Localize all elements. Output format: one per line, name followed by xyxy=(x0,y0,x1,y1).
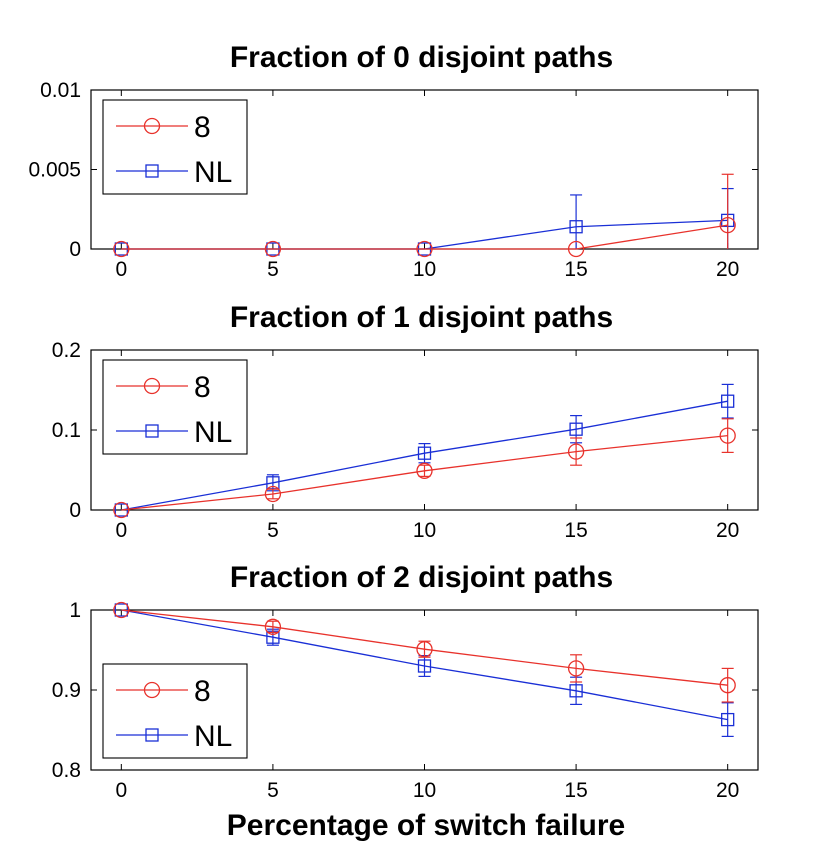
legend: 8 NL xyxy=(102,99,248,195)
subplot-1: Fraction of 1 disjoint paths 0 5 10 15 20 0 0.1… xyxy=(52,301,759,542)
legend: 8 NL xyxy=(102,663,248,759)
series-line xyxy=(121,224,728,250)
x-tick-label: 0 xyxy=(115,258,127,281)
y-tick-label: 0.8 xyxy=(52,759,81,782)
legend-label: NL xyxy=(194,156,232,189)
data-point xyxy=(569,422,583,436)
x-tick-label: 15 xyxy=(564,258,587,281)
legend-box xyxy=(102,359,248,455)
legend-marker xyxy=(145,424,159,438)
legend-marker xyxy=(143,377,161,395)
y-tick-label: 0.1 xyxy=(52,419,81,442)
y-tick-label: 0.005 xyxy=(28,159,81,182)
y-tick-label: 0.9 xyxy=(52,679,81,702)
data-point xyxy=(719,677,736,694)
x-tick-label: 0 xyxy=(115,519,127,542)
x-tick-label: 10 xyxy=(413,258,436,281)
legend-box xyxy=(102,663,248,759)
data-point xyxy=(567,240,585,258)
data-point xyxy=(721,712,735,727)
legend-marker xyxy=(145,728,159,742)
data-point xyxy=(416,240,433,258)
data-point xyxy=(416,462,433,479)
x-tick-label: 0 xyxy=(115,779,127,802)
x-tick-label: 15 xyxy=(564,779,587,802)
data-point xyxy=(417,659,432,673)
x-tick-label: 10 xyxy=(413,519,436,542)
data-point xyxy=(719,427,736,444)
data-point xyxy=(264,618,282,635)
legend-marker xyxy=(143,117,161,135)
data-point xyxy=(113,501,130,519)
data-point xyxy=(719,216,736,234)
y-tick-label: 0.2 xyxy=(52,339,81,362)
x-tick-label: 5 xyxy=(267,519,279,542)
legend-marker xyxy=(145,164,159,178)
data-point xyxy=(569,220,583,234)
data-point xyxy=(721,394,735,408)
data-point xyxy=(264,485,282,503)
legend-label: NL xyxy=(194,720,232,753)
data-point xyxy=(264,240,282,258)
y-tick-label: 0 xyxy=(69,499,81,522)
x-axis-label: Percentage of switch failure xyxy=(227,809,625,842)
data-point xyxy=(416,641,433,658)
legend-label: 8 xyxy=(194,111,211,144)
x-tick-label: 20 xyxy=(716,519,739,542)
subplot-0: Fraction of 0 disjoint paths 0 5 10 15 20 0 0.0… xyxy=(28,41,759,281)
legend-label: NL xyxy=(194,416,232,449)
data-point xyxy=(569,684,583,698)
x-tick-label: 15 xyxy=(564,519,587,542)
legend-box xyxy=(102,99,248,195)
x-tick-label: 20 xyxy=(716,258,739,281)
subplot-2: Fraction of 2 disjoint paths 0 5 10 15 20 0.8 0… xyxy=(52,561,759,802)
x-tick-label: 5 xyxy=(267,258,279,281)
series-8 xyxy=(113,173,736,258)
legend: 8 NL xyxy=(102,359,248,455)
y-tick-label: 0 xyxy=(69,238,81,261)
legend-label: 8 xyxy=(194,675,211,708)
subplot-title: Fraction of 2 disjoint paths xyxy=(230,561,613,594)
data-point xyxy=(567,443,585,460)
y-tick-label: 0.01 xyxy=(40,79,81,102)
x-tick-label: 20 xyxy=(716,779,739,802)
data-point xyxy=(113,240,130,258)
subplot-title: Fraction of 0 disjoint paths xyxy=(230,41,613,74)
data-point xyxy=(113,601,130,619)
series-8 xyxy=(113,601,736,703)
x-tick-label: 5 xyxy=(267,779,279,802)
series-8 xyxy=(113,418,736,519)
series-nl xyxy=(114,383,735,517)
y-tick-label: 1 xyxy=(69,599,81,622)
data-point xyxy=(417,446,432,460)
data-point xyxy=(567,660,585,677)
x-tick-label: 10 xyxy=(413,779,436,802)
subplot-title: Fraction of 1 disjoint paths xyxy=(230,301,613,334)
legend-marker xyxy=(143,681,161,699)
legend-label: 8 xyxy=(194,371,211,404)
data-point xyxy=(114,603,128,617)
